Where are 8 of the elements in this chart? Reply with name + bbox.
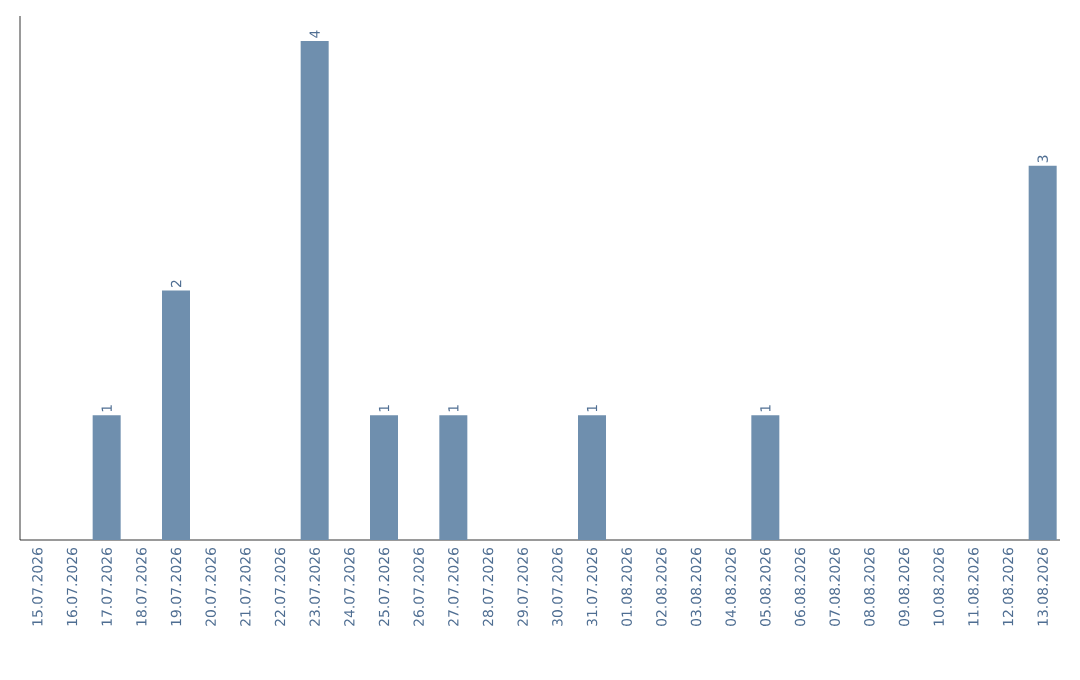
bar bbox=[1028, 165, 1057, 540]
bar bbox=[751, 415, 780, 540]
bar bbox=[92, 415, 121, 540]
bar bbox=[370, 415, 398, 540]
bar bbox=[162, 290, 190, 540]
bar bbox=[300, 40, 329, 540]
bar bbox=[578, 415, 607, 540]
bar bbox=[439, 415, 468, 540]
